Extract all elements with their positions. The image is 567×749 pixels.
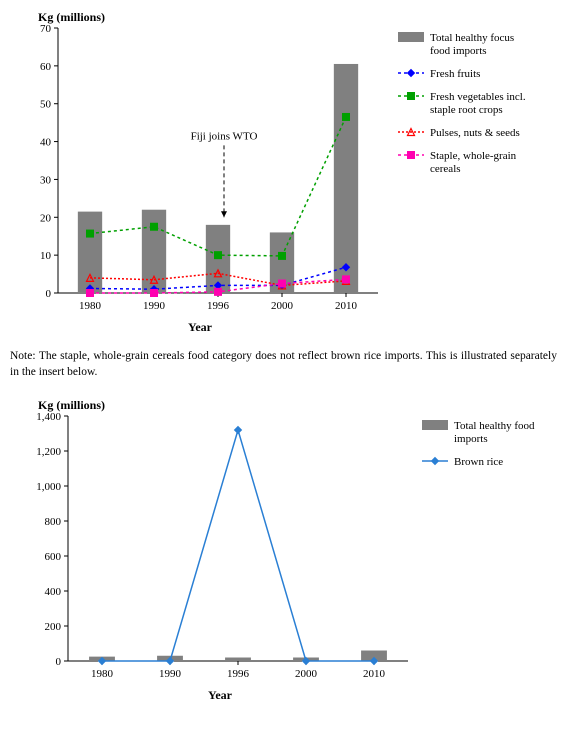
svg-text:40: 40 [40,137,52,149]
chart2-svg: 02004006008001,0001,2001,400198019901996… [10,398,557,688]
svg-text:1996: 1996 [227,668,250,680]
svg-text:Staple, whole-grain: Staple, whole-grain [430,150,517,162]
svg-text:Total healthy food: Total healthy food [454,420,535,432]
svg-text:1,000: 1,000 [36,481,61,493]
svg-text:Fresh vegetables incl.: Fresh vegetables incl. [430,91,526,103]
svg-text:200: 200 [45,621,62,633]
svg-text:400: 400 [45,586,62,598]
svg-text:Brown rice: Brown rice [454,456,503,468]
chart1-svg: 01020304050607019801990199620002010Fiji … [10,10,557,320]
svg-text:20: 20 [40,212,52,224]
svg-text:1990: 1990 [159,668,182,680]
chart1-y-title: Kg (millions) [38,10,105,25]
note-text: Note: The staple, whole-grain cereals fo… [10,349,557,380]
svg-text:800: 800 [45,516,62,528]
svg-text:cereals: cereals [430,163,461,175]
svg-text:Pulses, nuts & seeds: Pulses, nuts & seeds [430,127,520,139]
svg-text:1980: 1980 [79,300,102,312]
svg-text:2000: 2000 [295,668,318,680]
svg-text:Total healthy focus: Total healthy focus [430,32,514,44]
svg-text:0: 0 [56,656,62,668]
svg-text:1,200: 1,200 [36,446,61,458]
svg-text:1996: 1996 [207,300,230,312]
chart1-x-title: Year [30,320,370,335]
svg-text:1990: 1990 [143,300,166,312]
svg-text:imports: imports [454,433,488,445]
svg-text:2000: 2000 [271,300,294,312]
svg-text:1980: 1980 [91,668,114,680]
svg-text:2010: 2010 [335,300,358,312]
svg-text:600: 600 [45,551,62,563]
svg-text:Fresh fruits: Fresh fruits [430,68,480,80]
svg-text:staple root crops: staple root crops [430,104,503,116]
chart2-x-title: Year [30,688,410,703]
chart2-y-title: Kg (millions) [38,398,105,413]
svg-text:2010: 2010 [363,668,386,680]
chart-2: Kg (millions) 02004006008001,0001,2001,4… [10,398,557,703]
svg-text:60: 60 [40,61,52,73]
svg-text:0: 0 [46,288,52,300]
svg-text:Fiji joins WTO: Fiji joins WTO [191,130,258,142]
chart-1: Kg (millions) 01020304050607019801990199… [10,10,557,335]
svg-text:50: 50 [40,99,52,111]
svg-text:10: 10 [40,250,52,262]
svg-text:30: 30 [40,174,52,186]
svg-text:food imports: food imports [430,45,487,57]
